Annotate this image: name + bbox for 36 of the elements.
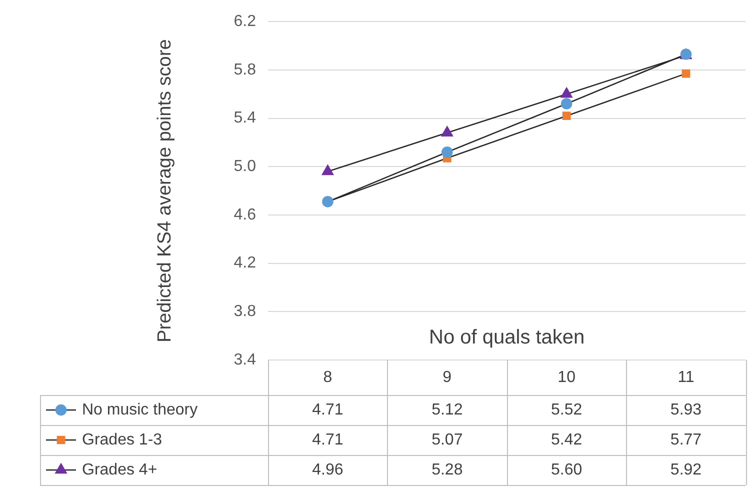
data-label: 5.12 bbox=[432, 401, 463, 418]
legend-label: Grades 4+ bbox=[82, 461, 158, 478]
point bbox=[441, 126, 453, 136]
data-label: 5.42 bbox=[550, 431, 582, 448]
y-tick-label: 3.8 bbox=[234, 303, 256, 320]
x-tick-label: 10 bbox=[558, 368, 576, 386]
data-label: 5.77 bbox=[670, 431, 702, 448]
y-tick-label: 3.4 bbox=[234, 351, 256, 368]
y-tick-label: 4.2 bbox=[234, 254, 256, 272]
data-label: 4.96 bbox=[312, 461, 344, 478]
y-tick-label: 5.0 bbox=[234, 158, 256, 176]
data-label: 4.71 bbox=[312, 401, 344, 418]
point bbox=[441, 146, 453, 158]
x-tick-label: 9 bbox=[442, 368, 452, 386]
data-label: 5.92 bbox=[670, 461, 702, 478]
x-axis-title: No of quals taken bbox=[429, 326, 585, 349]
x-tick-label: 11 bbox=[678, 368, 694, 386]
point bbox=[322, 164, 334, 176]
point bbox=[682, 69, 690, 78]
legend-label: Grades 1-3 bbox=[82, 431, 162, 448]
point bbox=[560, 87, 572, 98]
data-label: 5.07 bbox=[432, 431, 463, 448]
data-label: 4.71 bbox=[312, 431, 344, 448]
y-tick-label: 5.8 bbox=[234, 61, 256, 78]
y-axis-title: Predicted KS4 average points score bbox=[154, 39, 176, 342]
point bbox=[560, 98, 572, 110]
y-tick-label: 5.4 bbox=[234, 110, 256, 127]
point bbox=[562, 112, 571, 120]
data-label: 5.60 bbox=[550, 461, 582, 478]
y-tick-label: 6.2 bbox=[234, 13, 256, 30]
data-label: 5.93 bbox=[670, 401, 702, 418]
data-label: 5.28 bbox=[432, 461, 463, 478]
data-label: 5.52 bbox=[550, 401, 582, 418]
x-tick-label: 8 bbox=[323, 368, 332, 386]
y-tick-label: 4.6 bbox=[234, 206, 256, 224]
legend-label: No music theory bbox=[82, 401, 198, 418]
